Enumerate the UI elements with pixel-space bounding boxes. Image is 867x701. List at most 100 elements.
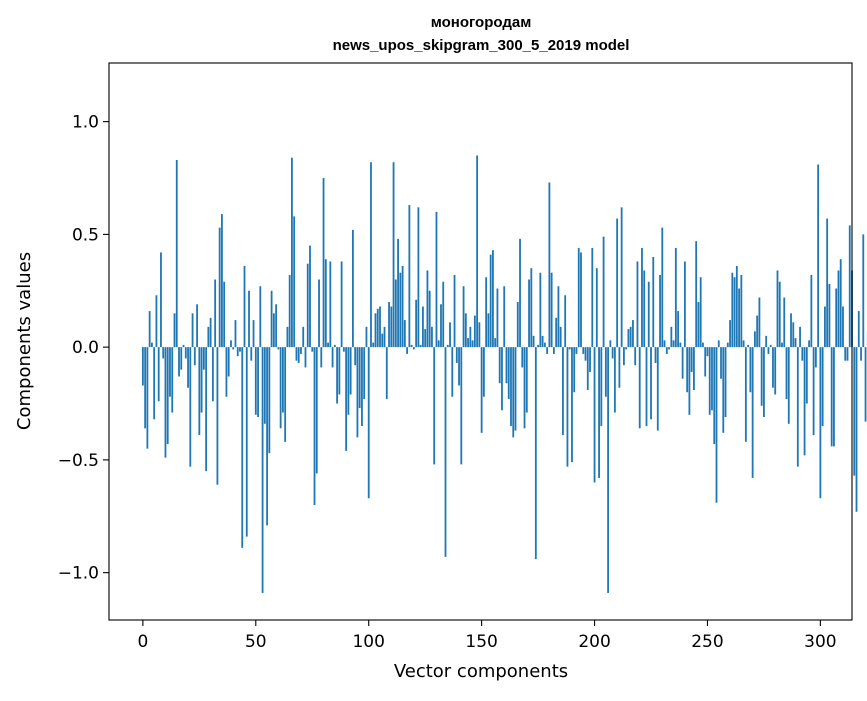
bar-component-298 bbox=[815, 347, 817, 367]
bar-component-43 bbox=[239, 347, 241, 352]
bar-component-120 bbox=[413, 347, 415, 349]
bar-component-297 bbox=[813, 347, 815, 435]
bar-component-102 bbox=[372, 343, 374, 348]
bar-component-28 bbox=[205, 347, 207, 471]
bar-component-311 bbox=[844, 347, 846, 361]
chart-title-line2: news_upos_skipgram_300_5_2019 model bbox=[333, 37, 630, 54]
bar-component-210 bbox=[616, 219, 618, 348]
bar-component-265 bbox=[740, 275, 742, 347]
bar-component-58 bbox=[273, 313, 275, 347]
bar-component-164 bbox=[512, 347, 514, 437]
bar-component-259 bbox=[727, 343, 729, 348]
bar-component-263 bbox=[736, 266, 738, 347]
bar-component-60 bbox=[277, 347, 279, 349]
bar-component-188 bbox=[567, 347, 569, 467]
bar-component-88 bbox=[341, 261, 343, 347]
bar-component-226 bbox=[652, 257, 654, 347]
bar-component-10 bbox=[165, 347, 167, 458]
bar-component-245 bbox=[695, 241, 697, 347]
x-tick-label: 100 bbox=[352, 632, 384, 652]
bar-component-24 bbox=[196, 304, 198, 347]
bar-component-175 bbox=[537, 345, 539, 347]
bar-component-291 bbox=[799, 327, 801, 347]
bar-component-151 bbox=[483, 347, 485, 397]
bar-component-211 bbox=[618, 347, 620, 388]
bar-component-82 bbox=[327, 343, 329, 348]
bar-component-173 bbox=[533, 336, 535, 347]
bar-component-132 bbox=[440, 304, 442, 347]
bar-component-136 bbox=[449, 322, 451, 347]
bar-component-192 bbox=[576, 347, 578, 354]
bar-component-5 bbox=[153, 347, 155, 419]
bar-component-21 bbox=[189, 347, 191, 467]
bar-component-98 bbox=[363, 347, 365, 399]
bar-component-306 bbox=[833, 347, 835, 446]
bar-component-319 bbox=[862, 234, 864, 347]
bar-component-205 bbox=[605, 347, 607, 397]
bar-component-222 bbox=[643, 270, 645, 347]
bar-component-100 bbox=[368, 347, 370, 498]
bar-component-267 bbox=[745, 347, 747, 442]
bar-component-271 bbox=[754, 331, 756, 347]
bar-component-225 bbox=[650, 347, 652, 419]
bar-component-307 bbox=[835, 289, 837, 348]
bar-component-96 bbox=[359, 347, 361, 408]
bar-component-180 bbox=[548, 183, 550, 348]
bar-component-198 bbox=[589, 347, 591, 372]
bar-component-193 bbox=[578, 248, 580, 347]
bar-component-270 bbox=[752, 347, 754, 478]
bar-component-202 bbox=[598, 347, 600, 478]
bar-component-79 bbox=[320, 347, 322, 367]
bar-component-223 bbox=[646, 347, 648, 426]
bar-component-38 bbox=[228, 347, 230, 376]
bar-component-168 bbox=[521, 347, 523, 367]
bar-component-239 bbox=[682, 347, 684, 379]
bar-component-268 bbox=[747, 345, 749, 347]
bar-component-105 bbox=[379, 307, 381, 348]
bar-component-139 bbox=[456, 347, 458, 363]
bar-component-156 bbox=[494, 338, 496, 347]
bar-component-160 bbox=[503, 286, 505, 347]
bar-component-35 bbox=[221, 214, 223, 347]
bar-component-117 bbox=[406, 347, 408, 354]
bar-component-26 bbox=[201, 347, 203, 412]
bar-component-258 bbox=[725, 347, 727, 417]
bar-component-179 bbox=[546, 347, 548, 354]
bar-component-128 bbox=[431, 327, 433, 347]
bar-component-6 bbox=[156, 295, 158, 347]
bar-component-123 bbox=[420, 345, 422, 347]
bar-component-12 bbox=[169, 347, 171, 397]
chart-title-line1: моногородам bbox=[431, 14, 532, 31]
bar-component-191 bbox=[573, 347, 575, 392]
bar-component-95 bbox=[357, 347, 359, 437]
bar-component-254 bbox=[716, 347, 718, 503]
bar-component-215 bbox=[628, 329, 630, 347]
y-tick-label: −1.0 bbox=[58, 564, 99, 584]
bar-component-295 bbox=[808, 340, 810, 347]
bar-component-283 bbox=[781, 343, 783, 348]
bar-component-232 bbox=[666, 347, 668, 354]
bar-component-124 bbox=[422, 307, 424, 348]
x-tick-label: 250 bbox=[691, 632, 723, 652]
bar-component-300 bbox=[819, 347, 821, 498]
bar-component-92 bbox=[350, 347, 352, 394]
bar-component-155 bbox=[492, 250, 494, 347]
bar-component-48 bbox=[250, 347, 252, 361]
bar-component-71 bbox=[302, 327, 304, 347]
bar-component-248 bbox=[702, 343, 704, 348]
bar-component-145 bbox=[469, 327, 471, 347]
bar-component-37 bbox=[226, 347, 228, 397]
bar-component-53 bbox=[262, 347, 264, 593]
bar-component-282 bbox=[779, 282, 781, 347]
bar-component-65 bbox=[289, 275, 291, 347]
bar-component-83 bbox=[329, 261, 331, 347]
bar-component-266 bbox=[743, 340, 745, 347]
bar-component-217 bbox=[632, 320, 634, 347]
bar-component-315 bbox=[853, 347, 855, 476]
bar-component-172 bbox=[530, 268, 532, 347]
bar-component-41 bbox=[235, 320, 237, 347]
bar-component-200 bbox=[594, 347, 596, 482]
bar-component-8 bbox=[160, 252, 162, 347]
bar-component-42 bbox=[237, 347, 239, 356]
bar-component-228 bbox=[657, 347, 659, 430]
